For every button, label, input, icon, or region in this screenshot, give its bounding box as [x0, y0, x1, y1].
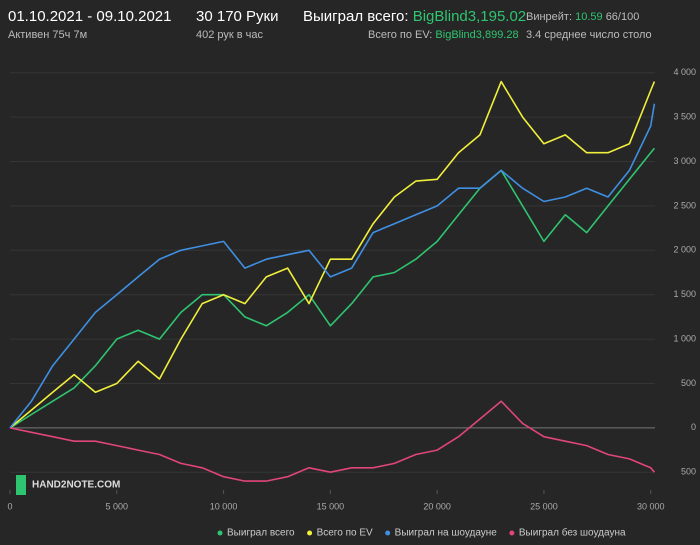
y-tick-label: 0: [691, 422, 696, 432]
ev-total: Всего по EV: BigBlind3,899.28: [368, 29, 519, 41]
date-range: 01.10.2021 - 09.10.2021: [8, 8, 172, 25]
legend-swatch: [307, 530, 313, 536]
label: Выиграл всего:: [303, 8, 409, 25]
x-tick-label: 25 000: [530, 501, 558, 511]
hands: 30 170 Руки: [196, 8, 279, 25]
legend-label: Выиграл на шоудауне: [395, 528, 498, 539]
winrate: Винрейт: 10.59 66/100: [526, 11, 639, 23]
logo-icon: [16, 475, 26, 495]
value: BigBlind3,899.28: [435, 29, 519, 41]
value: 10.59: [575, 11, 603, 23]
x-tick-label: 30 000: [637, 501, 665, 511]
x-tick-label: 15 000: [317, 501, 345, 511]
y-tick-label: 3 500: [673, 112, 696, 122]
legend-swatch: [509, 530, 515, 536]
y-tick-label: 4 000: [673, 67, 696, 77]
series-line: [9, 400, 656, 482]
series-line: [9, 147, 656, 429]
y-tick-label: 500: [681, 378, 696, 388]
label: Всего по EV:: [368, 29, 433, 41]
logo: HAND2NOTE.COM: [32, 480, 120, 491]
y-tick-label: 2 500: [673, 200, 696, 210]
legend-label: Всего по EV: [317, 528, 373, 539]
legend-swatch: [385, 530, 391, 536]
extra: 66/100: [605, 11, 640, 23]
y-tick-label: 1 500: [673, 289, 696, 299]
y-tick-label: 500: [681, 467, 696, 477]
legend-swatch: [217, 530, 223, 536]
series-line: [9, 103, 656, 429]
legend-label: Выиграл без шоудауна: [519, 527, 626, 539]
x-tick-label: 10 000: [210, 501, 238, 511]
tables: 3.4 среднее число столо: [526, 29, 652, 41]
label: Винрейт:: [526, 11, 573, 23]
won-total: Выиграл всего: BigBlind3,195.02: [303, 8, 526, 25]
y-tick-label: 3 000: [673, 156, 696, 166]
value: BigBlind3,195.02: [412, 8, 527, 25]
x-tick-label: 5 000: [106, 501, 129, 511]
y-tick-label: 2 000: [673, 245, 696, 255]
x-tick-label: 0: [7, 501, 12, 511]
y-tick-label: 1 000: [673, 333, 696, 343]
legend-label: Выиграл всего: [227, 528, 295, 539]
active-time: Активен 75ч 7м: [8, 29, 88, 41]
x-tick-label: 20 000: [423, 501, 451, 511]
hands-per-hour: 402 рук в час: [196, 29, 264, 41]
series-line: [9, 80, 656, 429]
